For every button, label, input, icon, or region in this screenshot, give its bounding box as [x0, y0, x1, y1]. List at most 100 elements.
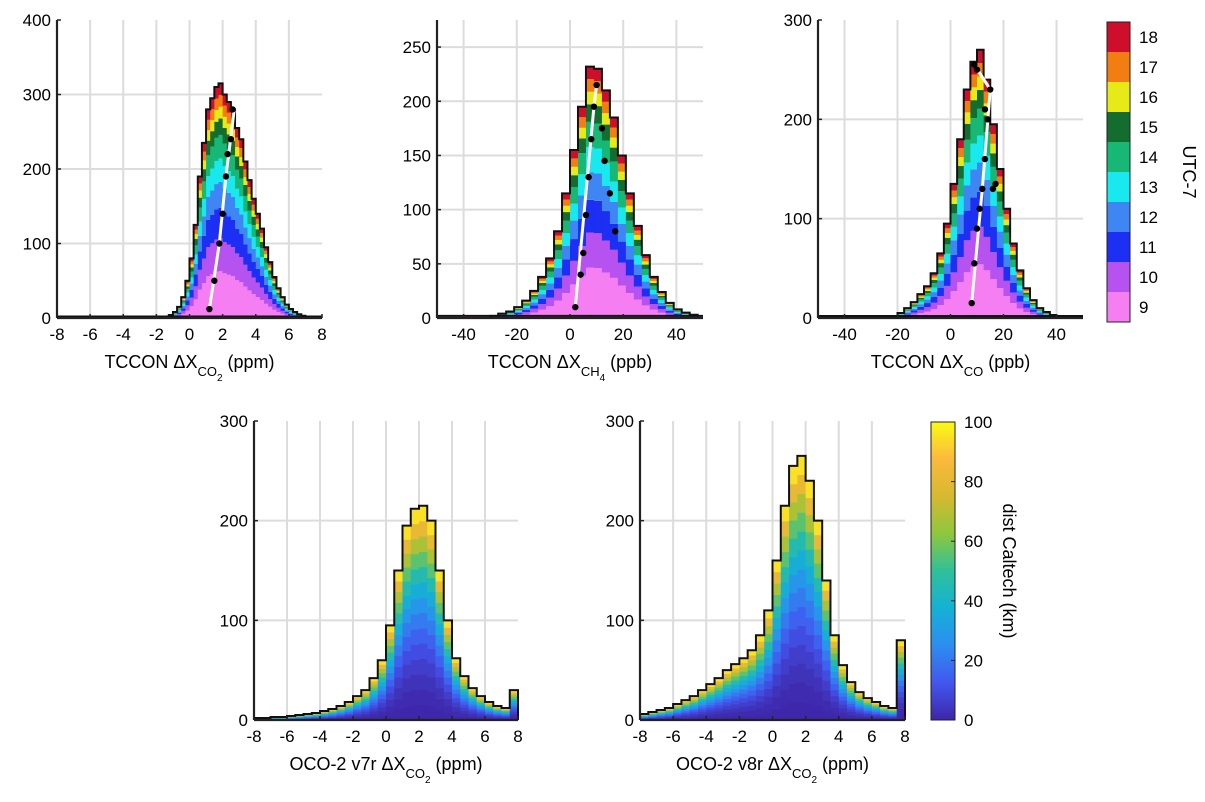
bar-segment: [361, 698, 370, 702]
bar-segment: [789, 683, 798, 703]
bar-segment: [501, 717, 511, 719]
bar-segment: [1010, 243, 1018, 248]
histogram-bar: [402, 525, 412, 721]
bar-segment: [855, 708, 864, 711]
bar-segment: [789, 574, 798, 594]
histogram-bar: [930, 273, 938, 318]
bar-segment: [896, 645, 906, 652]
bar-segment: [546, 271, 555, 278]
bar-segment: [896, 714, 906, 721]
bar-segment: [452, 684, 461, 690]
bar-segment: [570, 150, 579, 159]
bar-segment: [673, 312, 683, 313]
bar-segment: [601, 272, 611, 318]
bar-segment: [917, 295, 925, 297]
bar-segment: [970, 197, 978, 231]
histogram-bar: [235, 128, 240, 318]
bar-segment: [214, 184, 219, 210]
bar-segment: [772, 651, 782, 664]
colorbar-tick-label: 20: [964, 651, 983, 670]
bar-segment: [838, 696, 848, 701]
bar-segment: [443, 663, 453, 671]
bar-segment: [697, 702, 707, 706]
bar-segment: [476, 706, 486, 709]
bar-segment: [514, 308, 523, 309]
bar-segment: [673, 717, 682, 720]
bar-segment: [255, 229, 261, 237]
bar-segment: [410, 584, 420, 600]
bar-segment: [410, 614, 420, 630]
bar-segment: [609, 127, 619, 138]
bar-segment: [197, 197, 203, 208]
bar-segment: [764, 657, 773, 666]
bar-segment: [468, 690, 478, 693]
bar-segment: [904, 311, 912, 313]
bar-segment: [917, 309, 925, 314]
bar-segment: [218, 238, 224, 272]
bar-segment: [697, 696, 707, 699]
histogram-bar: [797, 455, 807, 721]
median-dot: [612, 228, 619, 235]
median-dot: [601, 157, 608, 165]
bar-segment: [386, 692, 395, 701]
bar-segment: [311, 717, 321, 719]
bar-segment: [664, 714, 674, 716]
bar-segment: [797, 606, 807, 626]
bar-segment: [264, 247, 269, 251]
y-tick-label: 200: [403, 92, 431, 111]
bar-segment: [996, 247, 1004, 268]
bar-segment: [780, 674, 790, 690]
bar-segment: [640, 717, 649, 718]
bar-segment: [937, 287, 945, 297]
bar-segment: [996, 176, 1004, 184]
bar-segment: [193, 229, 199, 235]
bar-segment: [1003, 225, 1011, 233]
bar-segment: [681, 708, 691, 711]
bar-segment: [830, 683, 840, 691]
bar-segment: [681, 314, 691, 315]
bar-segment: [311, 717, 321, 718]
bar-segment: [501, 710, 511, 712]
bar-segment: [697, 692, 707, 695]
bar-segment: [476, 696, 486, 699]
bar-segment: [601, 124, 611, 141]
bar-segment: [917, 297, 925, 300]
bar-segment: [353, 708, 362, 711]
bar-segment: [625, 212, 635, 221]
bar-segment: [822, 590, 831, 601]
bar-segment: [288, 310, 294, 312]
bar-segment: [855, 706, 864, 709]
bar-segment: [402, 595, 412, 610]
bar-segment: [468, 708, 478, 712]
bar-segment: [197, 176, 203, 184]
bar-segment: [996, 191, 1004, 202]
bar-segment: [764, 665, 773, 674]
bar-segment: [206, 219, 211, 248]
bar-segment: [896, 651, 906, 658]
colorbar-segment: [1107, 112, 1130, 142]
bar-segment: [780, 582, 790, 598]
bar-segment: [880, 718, 889, 720]
bar-segment: [625, 245, 635, 260]
y-tick-label: 250: [403, 38, 431, 57]
bar-segment: [402, 664, 412, 679]
bar-segment: [924, 289, 932, 291]
bar-segment: [177, 307, 182, 309]
y-tick-label: 400: [23, 11, 51, 30]
bar-segment: [562, 293, 571, 318]
y-tick-label: 0: [42, 309, 51, 328]
bar-segment: [201, 181, 207, 199]
bar-segment: [617, 223, 627, 242]
bar-segment: [259, 228, 265, 234]
bar-segment: [509, 692, 519, 695]
bar-segment: [731, 696, 740, 701]
bar-segment: [1016, 270, 1024, 273]
bar-segment: [656, 712, 666, 714]
bar-segment: [468, 697, 478, 700]
bar-segment: [485, 708, 494, 711]
bar-segment: [185, 310, 190, 318]
bar-segment: [764, 618, 773, 627]
bar-segment: [460, 685, 469, 689]
